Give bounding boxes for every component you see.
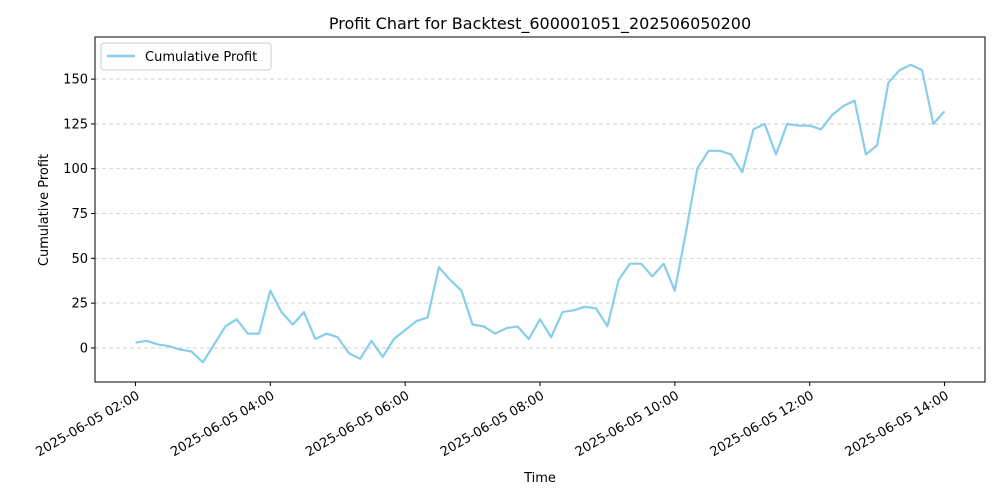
y-tick-label: 150 bbox=[63, 73, 88, 88]
x-tick-label: 2025-06-05 04:00 bbox=[168, 388, 277, 460]
plot-frame bbox=[94, 36, 986, 383]
y-tick-label: 0 bbox=[80, 341, 88, 356]
chart-title: Profit Chart for Backtest_600001051_2025… bbox=[329, 14, 751, 34]
legend: Cumulative Profit bbox=[100, 42, 272, 71]
y-tick-label: 25 bbox=[71, 297, 88, 312]
x-tick-label: 2025-06-05 12:00 bbox=[708, 388, 817, 460]
x-tick-label: 2025-06-05 02:00 bbox=[33, 388, 142, 460]
x-tick-label: 2025-06-05 06:00 bbox=[303, 388, 412, 460]
series-layer bbox=[135, 63, 946, 364]
x-tick-label: 2025-06-05 10:00 bbox=[573, 388, 682, 460]
y-axis: 0 25 50 75 100 125 150 bbox=[63, 73, 95, 356]
x-tick-label: 2025-06-05 14:00 bbox=[843, 388, 952, 460]
y-tick-label: 50 bbox=[71, 252, 88, 267]
x-tick-label: 2025-06-05 08:00 bbox=[438, 388, 547, 460]
x-axis: 2025-06-05 02:00 2025-06-05 04:00 2025-06-… bbox=[33, 382, 952, 460]
series-line-cumulative-profit bbox=[135, 63, 946, 364]
legend-label: Cumulative Profit bbox=[145, 50, 257, 65]
y-axis-label: Cumulative Profit bbox=[37, 154, 52, 266]
legend-box bbox=[100, 42, 272, 71]
y-tick-label: 75 bbox=[71, 207, 88, 222]
y-tick-label: 125 bbox=[63, 117, 88, 132]
y-tick-label: 100 bbox=[63, 162, 88, 177]
x-axis-label: Time bbox=[523, 471, 556, 486]
grid-lines bbox=[95, 78, 985, 349]
